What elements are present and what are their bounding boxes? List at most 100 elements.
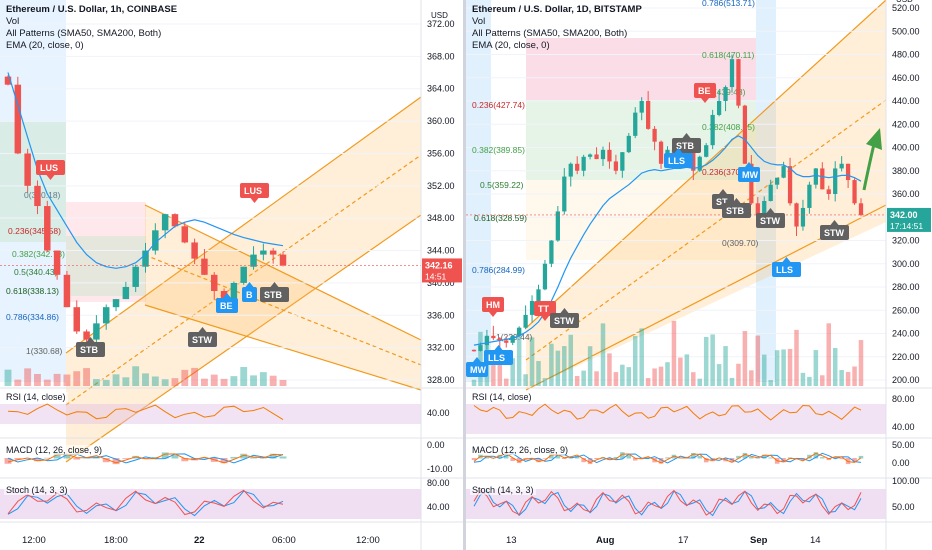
- left-candle[interactable]: [4, 76, 12, 85]
- left-chart-pane[interactable]: 372.00 368.00 364.00 360.00 356.00 352.00 348.…: [0, 0, 463, 550]
- left-candle[interactable]: [132, 266, 139, 287]
- left-candle[interactable]: [102, 307, 110, 324]
- left-candle[interactable]: [14, 84, 22, 154]
- pane-divider[interactable]: [463, 0, 466, 550]
- left-candle[interactable]: [93, 323, 100, 340]
- right-candle[interactable]: [723, 87, 728, 101]
- right-candle[interactable]: [575, 163, 580, 171]
- left-channel-line[interactable]: [144, 204, 422, 341]
- left-channel-line[interactable]: [144, 254, 422, 366]
- left-candle[interactable]: [44, 206, 51, 251]
- right-time-tick[interactable]: 17: [678, 535, 689, 546]
- right-candle[interactable]: [633, 112, 638, 136]
- left-candle[interactable]: [161, 214, 169, 231]
- right-candle[interactable]: [839, 163, 844, 169]
- right-candle[interactable]: [587, 154, 593, 157]
- right-macd-label[interactable]: MACD (12, 26, close, 9): [470, 445, 571, 455]
- right-candle[interactable]: [478, 345, 483, 351]
- left-candle[interactable]: [260, 250, 267, 255]
- left-current-price-badge[interactable]: [422, 258, 462, 283]
- right-time-tick[interactable]: 14: [810, 535, 821, 546]
- left-pattern-tag[interactable]: [260, 287, 289, 302]
- right-pattern-tag[interactable]: [484, 350, 513, 365]
- left-pattern-tag[interactable]: [76, 342, 105, 357]
- right-candle[interactable]: [716, 101, 722, 115]
- right-candle[interactable]: [555, 211, 560, 241]
- right-pattern-tag[interactable]: [534, 301, 556, 316]
- left-candle[interactable]: [73, 307, 80, 332]
- right-candle[interactable]: [542, 263, 548, 290]
- right-candle[interactable]: [613, 161, 619, 171]
- right-candle[interactable]: [594, 154, 599, 160]
- left-rsi-label[interactable]: RSI (14, close): [4, 392, 68, 402]
- right-candle[interactable]: [775, 177, 780, 185]
- right-time-tick[interactable]: 13: [506, 535, 517, 546]
- left-candle[interactable]: [211, 274, 218, 291]
- right-candle[interactable]: [820, 168, 825, 190]
- right-candle[interactable]: [600, 149, 606, 160]
- right-candle[interactable]: [800, 207, 806, 227]
- right-candle[interactable]: [652, 128, 657, 142]
- right-candle[interactable]: [523, 314, 528, 328]
- left-candle[interactable]: [34, 185, 41, 207]
- left-candle[interactable]: [201, 258, 208, 275]
- right-candle[interactable]: [607, 149, 612, 162]
- right-candle[interactable]: [826, 189, 831, 194]
- left-time-tick[interactable]: 06:00: [272, 535, 296, 546]
- right-ema-label[interactable]: EMA (20, close, 0): [472, 40, 550, 51]
- left-candle[interactable]: [181, 226, 189, 243]
- left-candle[interactable]: [230, 282, 238, 300]
- left-pattern-tag[interactable]: [240, 183, 269, 198]
- right-candle[interactable]: [755, 203, 760, 215]
- right-candle[interactable]: [562, 176, 567, 212]
- right-candle[interactable]: [497, 338, 502, 341]
- right-time-tick[interactable]: Aug: [596, 535, 615, 546]
- right-candle[interactable]: [762, 200, 767, 215]
- left-stoch-label[interactable]: Stoch (14, 3, 3): [4, 485, 70, 495]
- right-candle[interactable]: [781, 166, 786, 178]
- right-candle[interactable]: [549, 240, 554, 264]
- right-pattern-tag[interactable]: [772, 262, 801, 277]
- left-time-tick[interactable]: 22: [194, 535, 205, 546]
- left-candle[interactable]: [122, 286, 130, 300]
- right-candle[interactable]: [807, 184, 812, 208]
- right-patterns-label[interactable]: All Patterns (SMA50, SMA200, Both): [472, 28, 628, 39]
- left-vol-label[interactable]: Vol: [6, 16, 20, 27]
- right-candle[interactable]: [529, 300, 535, 315]
- right-pattern-tag[interactable]: [664, 153, 693, 168]
- right-candle[interactable]: [510, 335, 515, 343]
- right-chart-pane[interactable]: 520.00 500.00 480.00 460.00 440.00 420.00 400.…: [466, 0, 932, 550]
- left-pattern-tag[interactable]: [242, 287, 257, 302]
- right-symbol-title[interactable]: Ethereum / U.S. Dollar, 1D, BITSTAMP: [472, 4, 642, 15]
- left-channel-line[interactable]: [65, 214, 422, 463]
- right-current-price-badge[interactable]: [887, 207, 931, 232]
- right-pattern-tag[interactable]: [482, 297, 504, 312]
- left-time-tick[interactable]: 12:00: [356, 535, 380, 546]
- right-pattern-tag[interactable]: [820, 225, 849, 240]
- right-chart-canvas[interactable]: 520.00 500.00 480.00 460.00 440.00 420.00 400.…: [466, 0, 932, 550]
- left-ema-label[interactable]: EMA (20, close, 0): [6, 40, 84, 51]
- right-candle[interactable]: [794, 203, 799, 227]
- left-candle[interactable]: [191, 242, 198, 259]
- right-candle[interactable]: [646, 101, 651, 129]
- right-candle[interactable]: [704, 145, 709, 157]
- right-candle[interactable]: [568, 163, 573, 177]
- left-pattern-tag[interactable]: [36, 160, 65, 175]
- right-candle[interactable]: [484, 335, 490, 346]
- left-channel-line[interactable]: [65, 96, 422, 354]
- right-candle[interactable]: [658, 141, 664, 164]
- left-candle[interactable]: [269, 250, 277, 255]
- right-pattern-tag[interactable]: [550, 313, 579, 328]
- left-time-tick[interactable]: 18:00: [104, 535, 128, 546]
- left-candle[interactable]: [152, 230, 159, 251]
- right-pattern-tag[interactable]: [694, 83, 716, 98]
- right-vol-label[interactable]: Vol: [472, 16, 486, 27]
- right-candle[interactable]: [787, 166, 793, 204]
- right-candle[interactable]: [813, 168, 818, 185]
- right-candle[interactable]: [626, 135, 631, 153]
- left-candle[interactable]: [279, 254, 287, 266]
- left-candle[interactable]: [250, 254, 257, 267]
- left-candle[interactable]: [220, 291, 228, 300]
- right-candle[interactable]: [491, 335, 496, 339]
- left-candle[interactable]: [171, 214, 179, 227]
